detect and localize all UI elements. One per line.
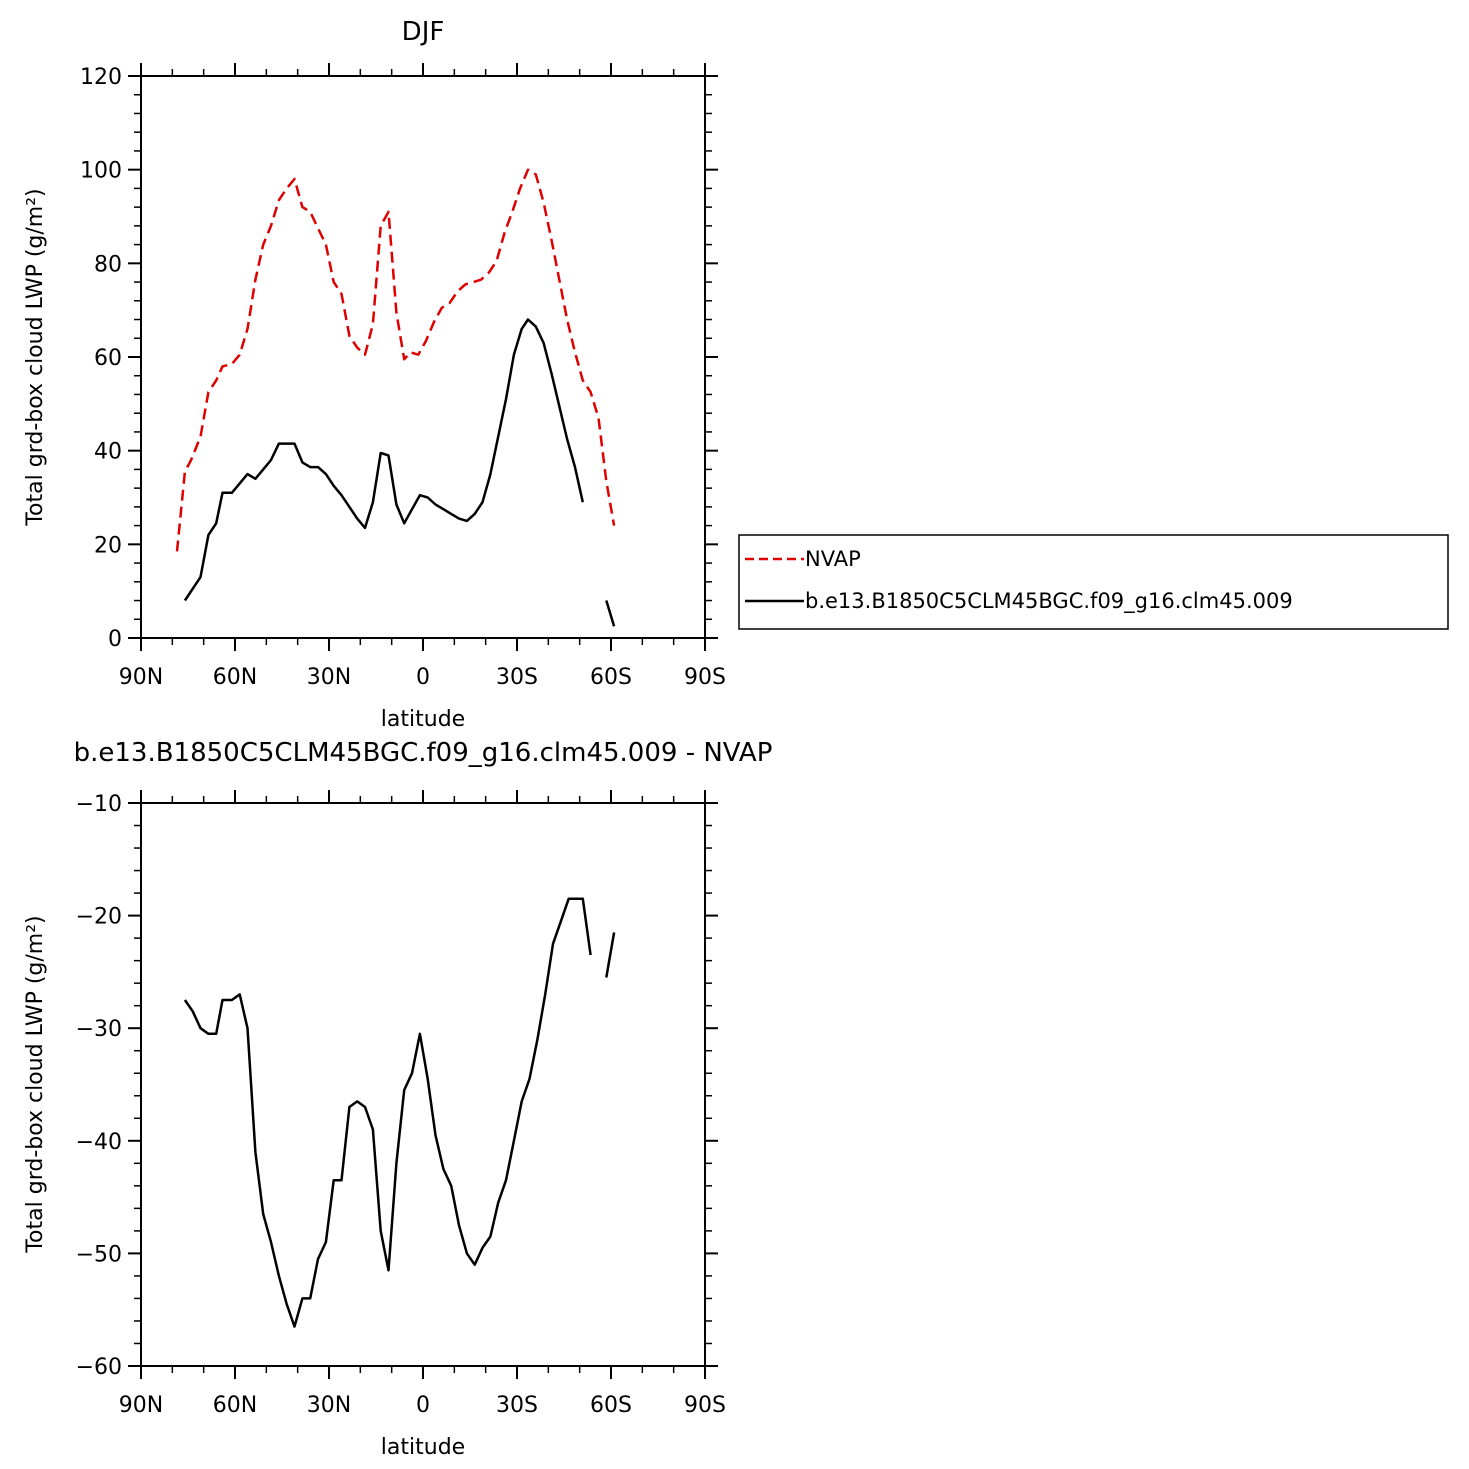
chart0-y-tick-label: 40 [94,440,122,465]
chart1-series-0-line-segment-0 [183,897,592,1328]
chart1-x-tick-label: 0 [416,1393,430,1418]
chart1-y-tick-label: −20 [76,905,122,930]
chart0-y-tick-label: 100 [80,159,122,184]
chart1-x-tick-label: 90N [119,1393,163,1418]
chart1-y-tick-label: −30 [76,1017,122,1042]
chart1-x-tick-label: 90S [684,1393,726,1418]
chart0-series-1-line-segment-0 [183,318,585,602]
chart0-y-tick-label: 20 [94,533,122,558]
chart0-x-tick-label: 30S [496,665,538,690]
chart0-y-tick-label: 0 [108,627,122,652]
legend-box [738,534,1449,630]
legend-label-nvap: NVAP [805,547,861,571]
top-y-axis-title: Total grd-box cloud LWP (g/m²) [23,188,48,526]
chart0-series-0-line-segment-0 [175,168,616,552]
chart0-x-tick-label: 90S [684,665,726,690]
chart0-y-tick-label: 120 [80,65,122,90]
chart1-x-tick-label: 60N [213,1393,257,1418]
chart1-x-tick-label: 30S [496,1393,538,1418]
chart0-series-1-line-segment-1 [605,600,616,627]
chart1-x-tick-label: 60S [590,1393,632,1418]
chart1-series-0-line-segment-1 [605,932,616,978]
chart0-x-tick-label: 60S [590,665,632,690]
top-x-axis-title: latitude [381,707,465,732]
bottom-chart-title: b.e13.B1850C5CLM45BGC.f09_g16.clm45.009 … [74,738,773,768]
legend: NVAP b.e13.B1850C5CLM45BGC.f09_g16.clm45… [738,534,1449,630]
bottom-chart-panel: b.e13.B1850C5CLM45BGC.f09_g16.clm45.009 … [23,738,772,1460]
chart1-frame [140,802,706,1367]
chart0-y-tick-label: 80 [94,252,122,277]
chart1-y-tick-label: −50 [76,1242,122,1267]
bottom-x-axis-title: latitude [381,1435,465,1460]
chart0-x-tick-label: 60N [213,665,257,690]
top-plot-area: 90N 60N 30N 0 30S 60S 90S 0 20 40 60 80 100 120 [80,63,726,690]
top-chart-panel: DJF 90N 60N 30N 0 30S 60S 90S 0 20 40 60 80 100 120 l… [23,17,726,732]
bottom-y-axis-title: Total grd-box cloud LWP (g/m²) [23,915,48,1253]
chart1-x-tick-label: 30N [307,1393,351,1418]
chart1-y-tick-label: −10 [76,792,122,817]
chart0-x-tick-label: 0 [416,665,430,690]
chart1-y-tick-label: −60 [76,1355,122,1380]
bottom-plot-area: 90N 60N 30N 0 30S 60S 90S −60 −50 −40 −30 −20 −10 [76,790,726,1418]
chart0-frame [140,75,706,639]
legend-label-model: b.e13.B1850C5CLM45BGC.f09_g16.clm45.009 [805,589,1293,614]
chart0-y-tick-label: 60 [94,346,122,371]
top-chart-title: DJF [402,17,445,47]
chart0-x-tick-label: 30N [307,665,351,690]
chart1-y-tick-label: −40 [76,1130,122,1155]
chart0-x-tick-label: 90N [119,665,163,690]
